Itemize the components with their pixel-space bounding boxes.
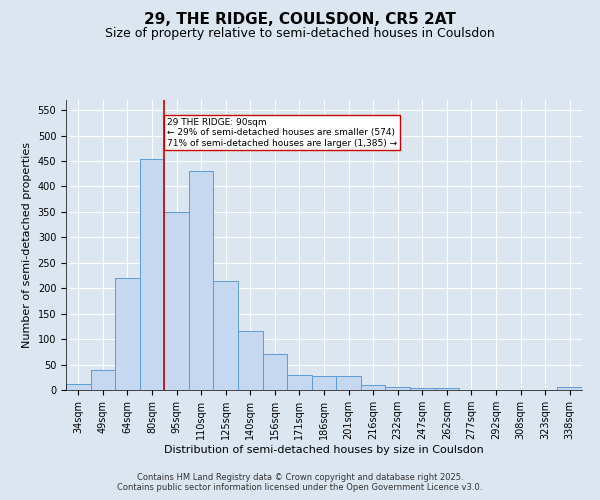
Bar bbox=[434, 388, 459, 390]
Bar bbox=[361, 386, 385, 390]
Bar bbox=[140, 158, 164, 390]
Bar bbox=[385, 388, 410, 390]
Bar bbox=[238, 332, 263, 390]
Bar bbox=[263, 354, 287, 390]
X-axis label: Distribution of semi-detached houses by size in Coulsdon: Distribution of semi-detached houses by … bbox=[164, 445, 484, 455]
Bar bbox=[410, 388, 434, 390]
Bar bbox=[115, 278, 140, 390]
Bar bbox=[336, 376, 361, 390]
Bar bbox=[214, 280, 238, 390]
Bar bbox=[91, 370, 115, 390]
Y-axis label: Number of semi-detached properties: Number of semi-detached properties bbox=[22, 142, 32, 348]
Bar bbox=[66, 384, 91, 390]
Bar bbox=[164, 212, 189, 390]
Bar bbox=[557, 388, 582, 390]
Bar bbox=[189, 171, 214, 390]
Bar bbox=[287, 374, 312, 390]
Bar bbox=[312, 376, 336, 390]
Text: 29, THE RIDGE, COULSDON, CR5 2AT: 29, THE RIDGE, COULSDON, CR5 2AT bbox=[144, 12, 456, 28]
Text: Size of property relative to semi-detached houses in Coulsdon: Size of property relative to semi-detach… bbox=[105, 28, 495, 40]
Text: Contains HM Land Registry data © Crown copyright and database right 2025.
Contai: Contains HM Land Registry data © Crown c… bbox=[118, 473, 482, 492]
Text: 29 THE RIDGE: 90sqm
← 29% of semi-detached houses are smaller (574)
71% of semi-: 29 THE RIDGE: 90sqm ← 29% of semi-detach… bbox=[167, 118, 397, 148]
